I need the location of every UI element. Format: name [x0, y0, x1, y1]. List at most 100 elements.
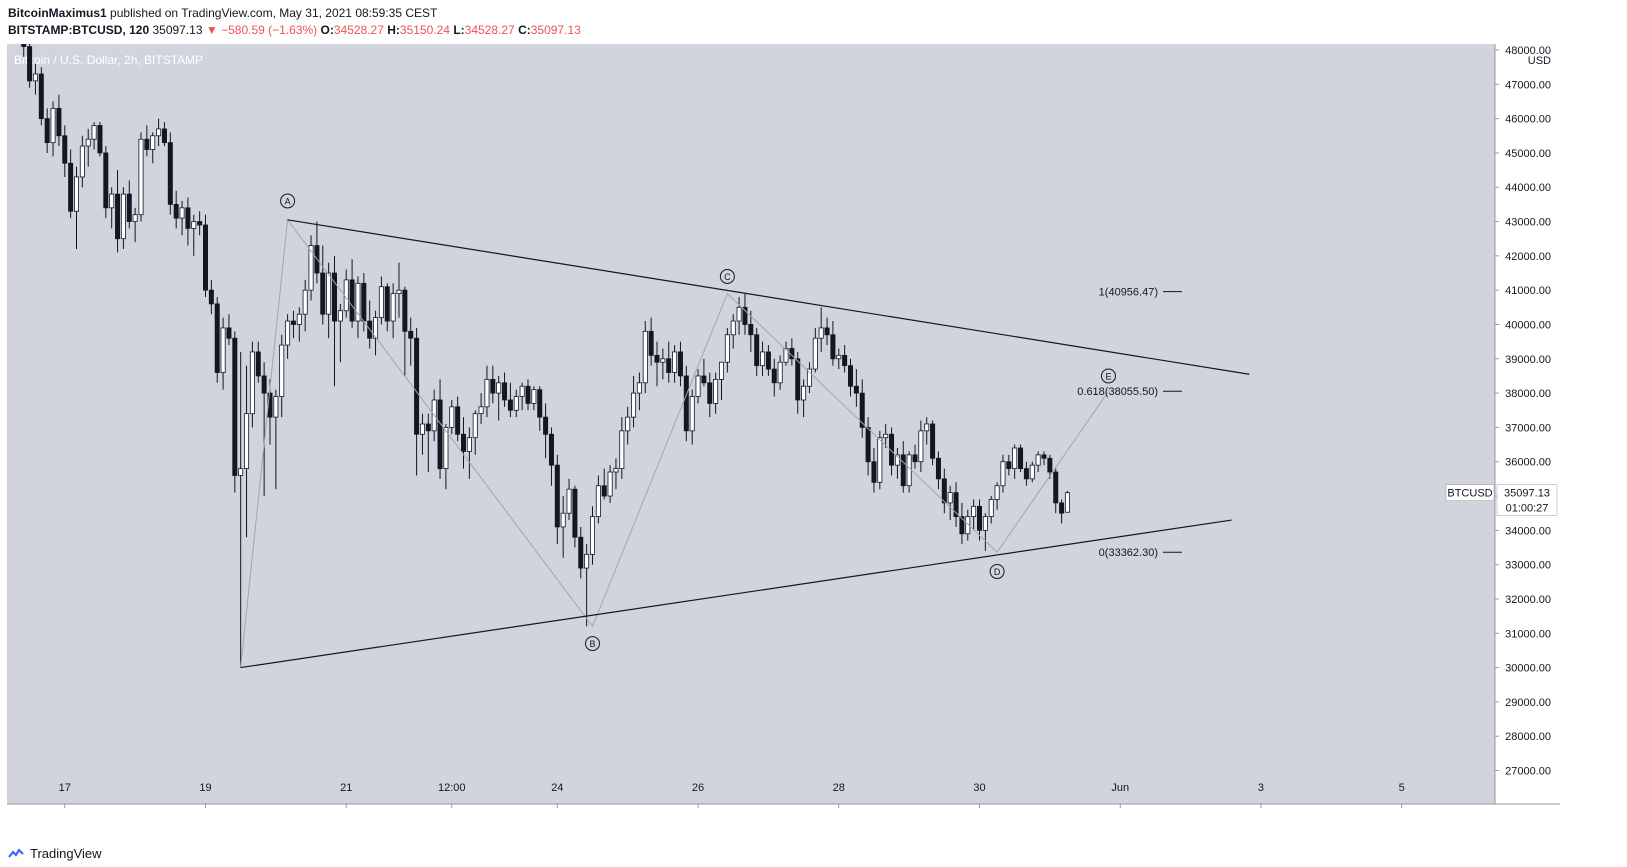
candle-body-up	[783, 348, 789, 363]
candle	[648, 317, 654, 366]
wave-label-text: A	[285, 196, 291, 206]
candle-body-up	[79, 145, 85, 178]
candle-body-down	[959, 516, 965, 535]
candle	[900, 441, 906, 493]
candle	[801, 379, 807, 418]
candle	[384, 283, 390, 332]
last-price-value: 35097.13	[152, 23, 203, 37]
candle	[824, 317, 830, 346]
price-chart[interactable]: Bitcoin / U.S. Dollar, 2h, BITSTAMP USD …	[0, 0, 1627, 836]
candle	[654, 341, 660, 387]
wave-label[interactable]: C	[719, 268, 735, 284]
candle	[531, 386, 537, 411]
candle	[1006, 454, 1012, 476]
candle	[924, 417, 930, 445]
candle-body-up	[806, 368, 812, 387]
trendline-lower[interactable]	[240, 519, 1232, 669]
plot-area[interactable]	[7, 44, 1495, 804]
candle-body-up	[390, 293, 396, 322]
candle-body-up	[1029, 464, 1035, 480]
candle	[62, 125, 68, 177]
fib-level-label: 1(40956.47)	[1099, 287, 1158, 299]
y-tick-label: 44000.00	[1505, 182, 1551, 194]
candle	[202, 214, 208, 298]
high-value: 35150.24	[399, 23, 450, 37]
tradingview-brand[interactable]: TradingView	[30, 846, 102, 861]
candle-body-up	[373, 317, 379, 339]
y-tick-label: 42000.00	[1505, 251, 1551, 263]
candle-body-down	[830, 334, 836, 360]
candle-body-down	[865, 427, 871, 463]
candle	[279, 334, 285, 418]
candle	[32, 63, 38, 95]
candle-body-up	[619, 430, 625, 469]
published-info: published on TradingView.com, May 31, 20…	[110, 6, 438, 20]
candle-body-down	[848, 365, 854, 387]
wave-label[interactable]: E	[1101, 368, 1116, 384]
candle	[44, 108, 50, 153]
candle	[742, 293, 748, 335]
candle-body-up	[472, 413, 478, 439]
candle-body-down	[68, 162, 74, 212]
wave-label-circle	[1101, 368, 1116, 384]
x-axis[interactable]: 17 19 21 12:00 24 26 28 30 Jun 3 5	[59, 782, 1405, 808]
candle	[50, 101, 56, 157]
candle-body-down	[707, 382, 713, 404]
wave-label[interactable]: B	[585, 636, 600, 652]
candle-body-up	[924, 423, 930, 432]
candle	[1053, 468, 1059, 514]
candle-body-down	[537, 389, 543, 418]
candle-body-up	[478, 406, 484, 415]
y-tick-label: 37000.00	[1505, 422, 1551, 434]
wave-label[interactable]: A	[280, 193, 296, 209]
candle-body-up	[249, 351, 255, 415]
wave-label[interactable]: D	[989, 564, 1005, 580]
symbol-tag-text: BTCUSD	[1447, 488, 1492, 500]
candle	[918, 420, 924, 473]
trendline-upper[interactable]	[287, 219, 1250, 375]
candle-body-up	[109, 193, 115, 209]
candle	[859, 379, 865, 438]
candle-body-up	[631, 392, 637, 418]
candle	[883, 423, 889, 448]
candle-body-up	[326, 272, 332, 315]
candle	[660, 348, 666, 380]
candle-body-up	[396, 289, 402, 295]
candle	[719, 361, 725, 400]
candle	[830, 321, 836, 366]
candle	[472, 410, 478, 455]
candle-body-down	[1059, 502, 1065, 514]
candle-body-down	[578, 536, 584, 569]
candle	[1047, 454, 1053, 479]
candle-body-up	[285, 320, 291, 346]
candle-body-up	[730, 320, 736, 336]
candle-body-up	[672, 351, 678, 373]
open-label: O:	[320, 23, 334, 37]
tradingview-logo-icon[interactable]	[8, 848, 24, 860]
author-name[interactable]: BitcoinMaximus1	[8, 6, 107, 20]
candle	[754, 327, 760, 376]
candle	[672, 345, 678, 383]
y-axis[interactable]: 48000.00 47000.00 46000.00 45000.00 44000.00…	[1495, 45, 1551, 778]
candle-body-up	[238, 468, 244, 476]
y-tick-label: 39000.00	[1505, 354, 1551, 366]
y-tick-label: 40000.00	[1505, 319, 1551, 331]
candle	[1012, 444, 1018, 479]
candle	[748, 310, 754, 352]
symbol-label[interactable]: BITSTAMP:BTCUSD, 120	[8, 23, 150, 37]
candle-body-down	[361, 282, 367, 322]
candle	[578, 526, 584, 579]
y-tick-label: 48000.00	[1505, 45, 1551, 57]
candle-body-up	[419, 423, 425, 435]
candle-body-up	[519, 385, 525, 397]
candle-body-up	[566, 488, 572, 514]
y-tick-label: 32000.00	[1505, 594, 1551, 606]
candle	[419, 413, 425, 455]
x-tick-label: 24	[551, 782, 563, 794]
y-tick-label: 36000.00	[1505, 457, 1551, 469]
candle-body-down	[384, 286, 390, 322]
candle-body-up	[244, 413, 250, 469]
candle	[414, 327, 420, 476]
last-price-marker: BTCUSD 35097.13 01:00:27	[1445, 484, 1558, 516]
candle-body-down	[349, 279, 355, 322]
